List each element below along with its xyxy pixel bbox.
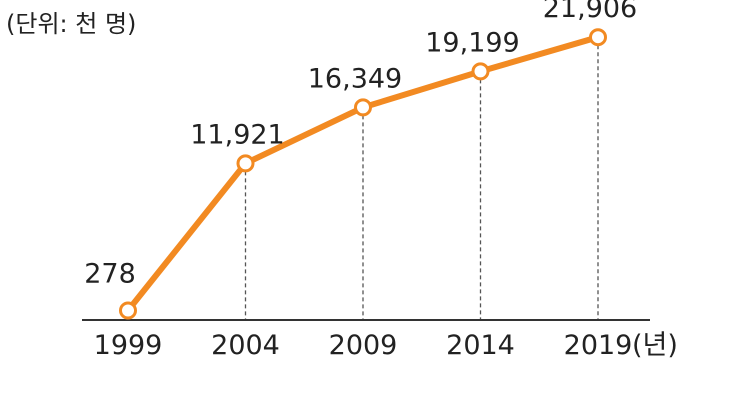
data-point: [119, 301, 137, 320]
x-tick-label: 2004: [211, 330, 280, 361]
x-tick-labels: 1999 2004 2009 2014 2019 (년): [94, 330, 678, 361]
data-point: [354, 98, 372, 117]
x-tick-label: 2019: [564, 330, 633, 361]
data-label: 19,199: [425, 27, 519, 58]
data-point: [589, 28, 607, 47]
data-label: 16,349: [308, 63, 402, 94]
data-label: 278: [84, 258, 136, 289]
x-tick-label: 1999: [94, 330, 163, 361]
unit-label: (단위: 천 명): [6, 10, 136, 38]
data-point: [236, 154, 255, 173]
data-point: [471, 62, 490, 81]
data-label: 11,921: [190, 119, 284, 150]
point-markers: [119, 28, 607, 320]
x-tick-label: 2014: [446, 330, 515, 361]
data-label: 21,906: [543, 0, 637, 24]
guide-lines: [244, 45, 599, 320]
data-labels: 278 11,921 16,349 19,199 21,906: [84, 0, 637, 289]
x-unit-suffix: (년): [632, 330, 678, 361]
x-tick-label: 2009: [329, 330, 398, 361]
